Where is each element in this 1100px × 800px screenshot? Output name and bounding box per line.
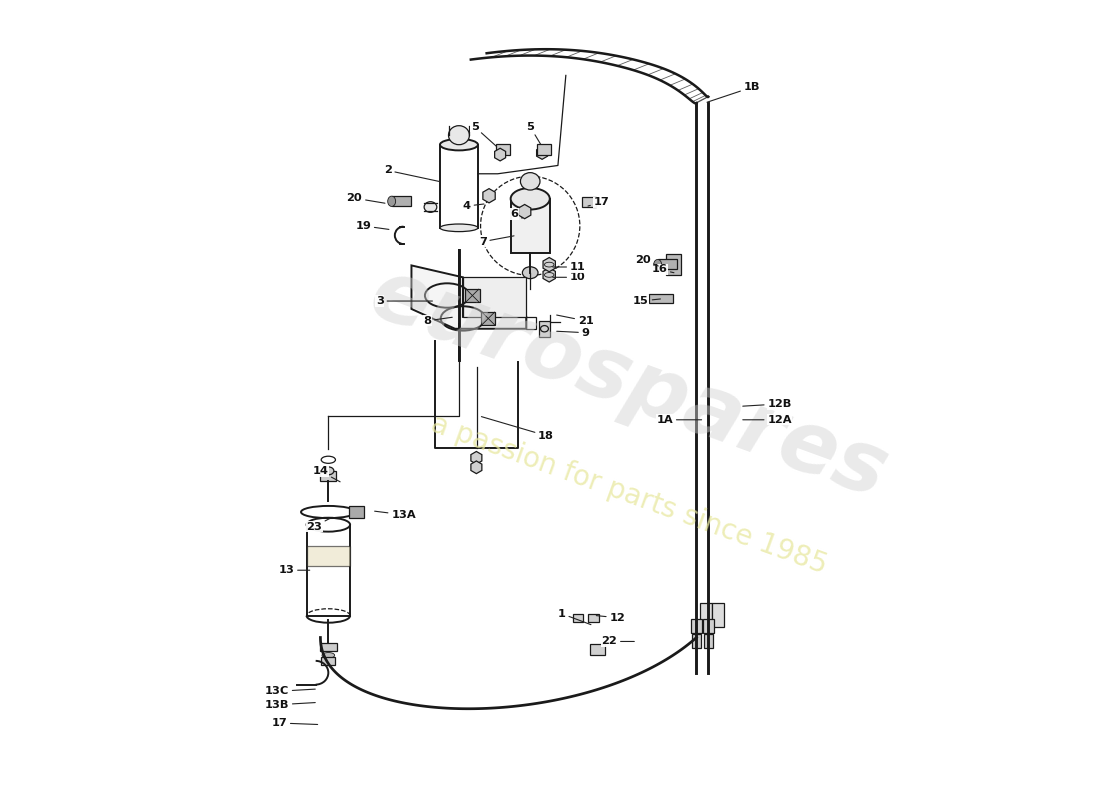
Text: 2: 2 (384, 166, 440, 182)
Bar (465, 289, 480, 302)
Bar (712, 603, 724, 627)
Text: 9: 9 (557, 328, 590, 338)
Bar (582, 198, 596, 207)
Text: 12A: 12A (742, 414, 792, 425)
Text: 19: 19 (355, 221, 389, 231)
Bar (658, 259, 678, 270)
Text: 17: 17 (588, 197, 609, 207)
Polygon shape (463, 278, 526, 317)
Bar (307, 546, 350, 566)
Ellipse shape (307, 518, 350, 532)
Bar (691, 618, 702, 633)
Text: 4: 4 (463, 201, 484, 211)
Ellipse shape (387, 196, 396, 206)
Text: 6: 6 (510, 209, 522, 219)
Ellipse shape (522, 266, 538, 278)
Polygon shape (471, 451, 482, 464)
Text: 12: 12 (596, 613, 625, 622)
Bar (321, 657, 336, 665)
Bar (440, 145, 478, 228)
Ellipse shape (425, 202, 437, 212)
Bar (539, 321, 550, 337)
Text: 13A: 13A (375, 510, 416, 520)
Bar (510, 198, 550, 253)
Ellipse shape (449, 126, 470, 145)
Text: a passion for parts since 1985: a passion for parts since 1985 (427, 410, 832, 580)
Polygon shape (495, 148, 506, 161)
Bar (649, 294, 673, 303)
Bar (704, 634, 713, 648)
Text: 5: 5 (526, 122, 541, 144)
Text: 3: 3 (376, 296, 432, 306)
Bar (350, 506, 364, 518)
Text: 10: 10 (553, 272, 585, 282)
Bar (481, 312, 495, 325)
Polygon shape (411, 266, 526, 329)
Text: 1A: 1A (657, 414, 702, 425)
Bar (496, 144, 510, 154)
Text: 18: 18 (482, 417, 554, 441)
Text: 13B: 13B (265, 700, 316, 710)
Polygon shape (483, 189, 495, 203)
Polygon shape (537, 146, 548, 159)
Text: 15: 15 (634, 296, 660, 306)
Text: 5: 5 (471, 122, 496, 146)
Bar (588, 614, 598, 622)
Text: 14: 14 (312, 466, 340, 482)
Text: 13: 13 (278, 566, 310, 575)
Bar (700, 603, 713, 627)
Text: 21: 21 (557, 315, 594, 326)
Polygon shape (471, 461, 482, 474)
Bar (320, 471, 337, 481)
Text: 13C: 13C (265, 686, 316, 696)
Bar (307, 525, 350, 616)
Bar (703, 618, 714, 633)
Ellipse shape (322, 653, 334, 658)
Text: 1: 1 (558, 609, 591, 625)
Bar (590, 644, 605, 654)
Text: 20: 20 (635, 255, 658, 266)
Ellipse shape (510, 188, 550, 210)
Text: 8: 8 (424, 316, 452, 326)
Ellipse shape (440, 224, 478, 232)
Bar (537, 144, 551, 154)
Polygon shape (518, 205, 531, 218)
Polygon shape (543, 268, 556, 282)
Text: eurospares: eurospares (359, 252, 899, 516)
Bar (666, 254, 681, 275)
Text: 12B: 12B (742, 399, 792, 409)
Bar (320, 643, 337, 651)
Ellipse shape (653, 259, 661, 270)
Text: 22: 22 (602, 637, 635, 646)
Text: 1B: 1B (707, 82, 760, 102)
Text: 20: 20 (346, 193, 385, 203)
Polygon shape (543, 258, 556, 272)
Text: 16: 16 (651, 264, 674, 274)
Bar (392, 196, 411, 206)
Text: 11: 11 (553, 262, 585, 272)
Text: 17: 17 (272, 718, 318, 728)
Ellipse shape (322, 467, 334, 475)
Bar (573, 614, 583, 622)
Bar (692, 634, 701, 648)
Ellipse shape (520, 173, 540, 190)
Text: 23: 23 (306, 518, 330, 532)
Ellipse shape (440, 139, 478, 150)
Text: 7: 7 (478, 236, 514, 246)
